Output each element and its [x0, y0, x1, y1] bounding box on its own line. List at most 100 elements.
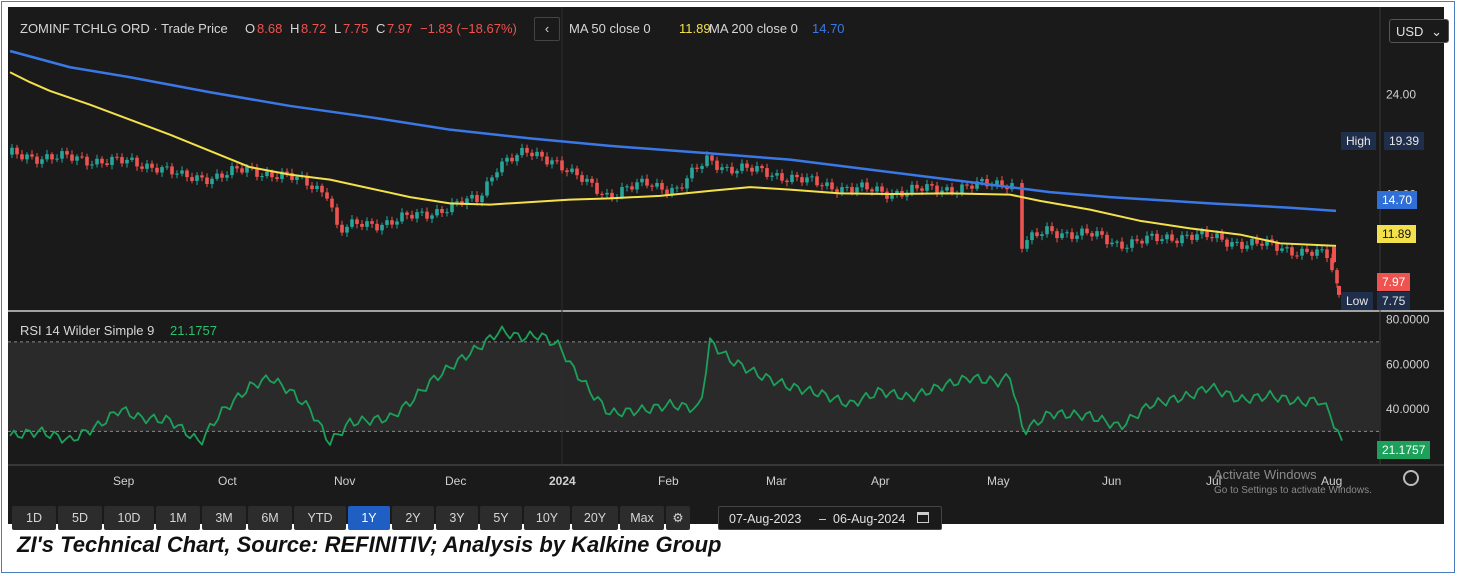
candle-body — [680, 187, 684, 189]
range-button-1d[interactable]: 1D — [12, 506, 56, 530]
chart-panel: 24.0020.0016.0080.000060.000040.0000SepO… — [8, 7, 1449, 524]
candle-body — [1060, 233, 1064, 239]
candle-body — [925, 184, 929, 191]
candle-body — [215, 173, 219, 179]
chart-settings-gear-icon[interactable]: ⚙ — [666, 506, 690, 530]
range-button-5d[interactable]: 5D — [58, 506, 102, 530]
high-label: H — [290, 21, 300, 36]
price-tick-label: 24.00 — [1386, 88, 1416, 102]
candle-body — [975, 181, 979, 189]
rsi-band — [8, 341, 1380, 432]
candle-body — [1200, 230, 1204, 235]
range-button-20y[interactable]: 20Y — [572, 506, 618, 530]
candle-body — [580, 175, 584, 182]
candle-body — [820, 185, 824, 187]
candle-body — [930, 184, 934, 186]
candle-body — [1100, 231, 1104, 235]
candle-body — [1215, 233, 1219, 239]
candle-body — [1220, 233, 1224, 240]
candle-body — [1285, 247, 1289, 249]
calendar-icon — [917, 512, 929, 523]
candle-body — [220, 173, 224, 178]
candle-body — [940, 190, 944, 194]
candle-body — [40, 159, 44, 164]
candle-body — [245, 166, 249, 173]
candle-body — [195, 175, 199, 181]
activate-windows-hint: Go to Settings to activate Windows. — [1214, 485, 1372, 496]
candle-body — [260, 176, 264, 178]
time-tick-label: Jun — [1102, 474, 1121, 488]
range-button-10y[interactable]: 10Y — [524, 506, 570, 530]
candle-body — [160, 167, 164, 173]
range-button-max[interactable]: Max — [620, 506, 664, 530]
range-button-3m[interactable]: 3M — [202, 506, 246, 530]
candle-body — [75, 156, 79, 161]
candle-body — [385, 220, 389, 225]
ma50-tag: 11.89 — [1377, 225, 1417, 243]
candle-body — [255, 167, 259, 177]
candle-body — [1332, 247, 1336, 263]
candle-body — [630, 186, 634, 190]
candle-body — [585, 178, 589, 182]
collapse-chevron-icon[interactable]: ‹ — [534, 17, 560, 41]
candle-body — [1075, 235, 1079, 239]
time-tick-label: Aug — [1321, 474, 1342, 488]
candle-body — [780, 173, 784, 181]
ma200-tag: 14.70 — [1377, 191, 1418, 209]
candle-body — [340, 224, 344, 233]
open-label: O — [245, 21, 256, 36]
rsi-tick-label: 40.0000 — [1386, 402, 1430, 416]
candle-body — [155, 167, 159, 173]
settings-gear-icon[interactable] — [1403, 470, 1419, 486]
candle-body — [660, 182, 664, 190]
candle-body — [570, 168, 574, 173]
range-button-3y[interactable]: 3Y — [436, 506, 478, 530]
currency-select[interactable]: USD ⌄ — [1389, 19, 1449, 43]
range-button-1y[interactable]: 1Y — [348, 506, 390, 530]
candle-body — [910, 184, 914, 193]
range-button-5y[interactable]: 5Y — [480, 506, 522, 530]
candle-body — [1120, 241, 1124, 249]
candle-body — [1325, 249, 1329, 259]
candle-body — [550, 160, 554, 165]
change-value: −1.83 (−18.67%) — [420, 21, 517, 36]
candle-body — [565, 170, 569, 173]
range-button-2y[interactable]: 2Y — [392, 506, 434, 530]
candle-body — [475, 194, 479, 203]
range-button-6m[interactable]: 6M — [248, 506, 292, 530]
candle-body — [575, 168, 579, 176]
candle-body — [760, 166, 764, 169]
candle-body — [205, 177, 209, 185]
candle-body — [805, 177, 809, 183]
candle-body — [1115, 241, 1119, 243]
range-button-1m[interactable]: 1M — [156, 506, 200, 530]
rsi-tag: 21.1757 — [1377, 441, 1431, 459]
candle-body — [1070, 232, 1074, 239]
candle-body — [380, 224, 384, 231]
candle-body — [70, 154, 74, 161]
candle-body — [625, 186, 629, 188]
candle-body — [440, 209, 444, 213]
candle-body — [20, 154, 24, 160]
candle-body — [120, 157, 124, 164]
candle-body — [1230, 242, 1234, 247]
candle-body — [45, 154, 49, 160]
candle-body — [140, 166, 144, 169]
ma50-line — [9, 71, 1337, 247]
candle-body — [265, 171, 269, 177]
candle-body — [1155, 233, 1159, 242]
candle-body — [110, 156, 114, 165]
range-button-ytd[interactable]: YTD — [294, 506, 346, 530]
time-tick-label: Dec — [445, 474, 466, 488]
candle-body — [1040, 234, 1044, 236]
candle-body — [495, 172, 499, 178]
range-button-10d[interactable]: 10D — [104, 506, 154, 530]
candle-body — [815, 176, 819, 186]
candle-body — [1145, 235, 1149, 244]
candle-body — [705, 155, 709, 167]
date-range-picker[interactable]: 07-Aug-2023 – 06-Aug-2024 — [718, 506, 942, 530]
candle-body — [1185, 234, 1189, 236]
candle-body — [1260, 243, 1264, 246]
candle-body — [325, 192, 329, 199]
candle-body — [1045, 226, 1049, 235]
